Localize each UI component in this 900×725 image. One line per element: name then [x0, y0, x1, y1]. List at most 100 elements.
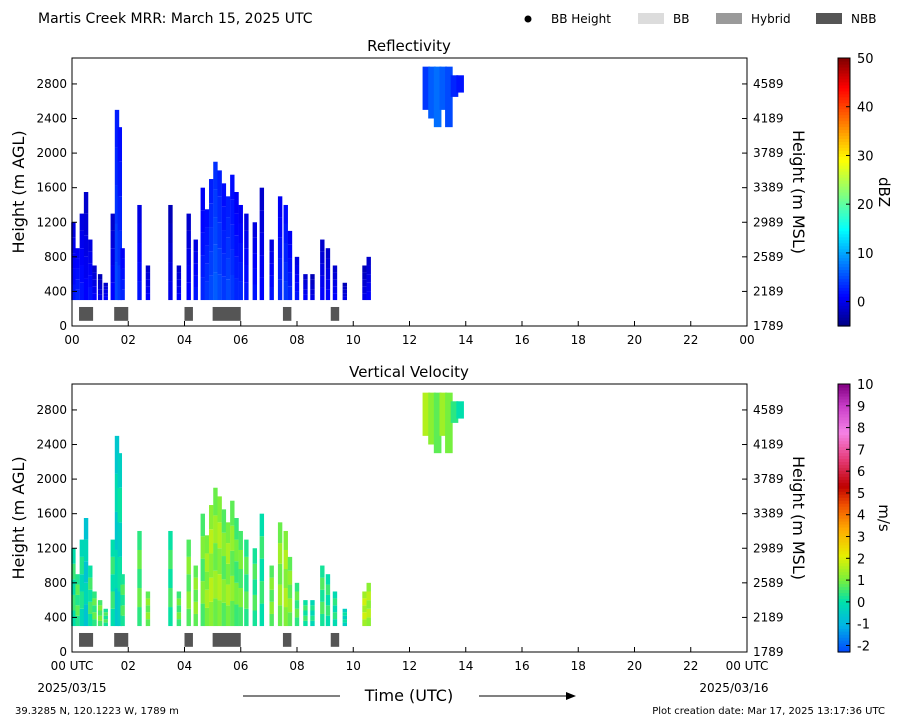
reflectivity-echo-column — [114, 147, 120, 186]
vertical-velocity-echo-column — [287, 556, 293, 571]
vertical-velocity-echo-column — [234, 518, 239, 540]
reflectivity-echo-column — [137, 204, 142, 224]
reflectivity-echo-column — [252, 253, 258, 269]
vertical-velocity-colorbar-tick-label: 7 — [857, 443, 865, 458]
vertical-velocity-colorbar-segment — [838, 556, 850, 561]
station-location: 39.3285 N, 120.1223 W, 1789 m — [15, 706, 179, 717]
vertical-velocity-colorbar-segment — [838, 512, 850, 516]
vertical-velocity-echo-column — [110, 591, 115, 609]
vertical-velocity-echo-column — [75, 594, 80, 606]
vertical-velocity-xtick-label: 16 — [514, 659, 529, 673]
reflectivity-echo-column — [204, 209, 210, 228]
vertical-velocity-echo-aloft — [422, 392, 431, 436]
vertical-velocity-colorbar-segment — [838, 503, 850, 507]
vertical-velocity-colorbar-segment — [838, 395, 850, 400]
legend-swatch-nbb — [816, 13, 842, 24]
reflectivity-echo-column — [310, 279, 315, 285]
reflectivity-echo-column — [83, 278, 89, 301]
vertical-velocity-echo-column — [92, 598, 97, 606]
vertical-velocity-echo-column — [225, 543, 231, 564]
reflectivity-echo-column — [342, 289, 348, 294]
vertical-velocity-ytick-label: 400 — [44, 610, 67, 624]
reflectivity-echo-column — [287, 258, 293, 273]
vertical-velocity-colorbar-tick-label: 6 — [857, 465, 865, 480]
vertical-velocity-echo-column — [325, 574, 331, 585]
reflectivity-colorbar-segment — [838, 236, 850, 241]
vertical-velocity-echo-column — [213, 598, 218, 627]
vertical-velocity-colorbar-segment — [838, 449, 850, 454]
reflectivity-colorbar-segment — [838, 266, 850, 271]
vertical-velocity-echo-column — [176, 598, 182, 606]
reflectivity-echo-column — [209, 179, 214, 204]
reflectivity-echo-column — [217, 274, 222, 301]
vertical-velocity-echo-column — [79, 556, 85, 575]
vertical-velocity-colorbar-segment — [838, 547, 850, 552]
reflectivity-ytick-label: 1200 — [36, 215, 67, 229]
reflectivity-echo-column — [303, 279, 308, 285]
vertical-velocity-echo-column — [83, 539, 89, 562]
reflectivity-colorbar-segment — [838, 150, 850, 154]
vertical-velocity-echo-column — [238, 530, 243, 550]
reflectivity-echo-column — [238, 204, 243, 224]
reflectivity-echo-column — [303, 294, 308, 301]
reflectivity-echo-column — [213, 161, 218, 190]
reflectivity-echo-column — [362, 293, 367, 301]
vertical-velocity-echo-column — [230, 600, 235, 627]
reflectivity-echo-column — [71, 237, 76, 254]
vertical-velocity-colorbar-segment — [838, 526, 850, 531]
reflectivity-echo-column — [97, 289, 103, 295]
vertical-velocity-colorbar-segment — [838, 631, 850, 635]
vertical-velocity-echo-column — [303, 620, 308, 627]
reflectivity-colorbar-segment — [838, 75, 850, 80]
vertical-velocity-echo-column — [204, 571, 210, 590]
vertical-velocity-echo-column — [310, 600, 315, 606]
vertical-velocity-echo-column — [362, 591, 367, 599]
reflectivity-echo-column — [325, 248, 331, 259]
vertical-velocity-echo-column — [120, 615, 125, 627]
reflectivity-echo-column — [225, 217, 231, 238]
reflectivity-echo-column — [110, 282, 115, 301]
reflectivity-echo-column — [244, 282, 249, 301]
vertical-velocity-echo-column — [283, 569, 288, 589]
vertical-velocity-echo-column — [88, 577, 93, 590]
reflectivity-colorbar-segment — [838, 105, 850, 110]
reflectivity-echo-column — [92, 279, 97, 287]
reflectivity-colorbar-segment — [838, 144, 850, 148]
vertical-velocity-echo-column — [117, 556, 123, 592]
reflectivity-colorbar-segment — [838, 162, 850, 166]
reflectivity-ytick-right-label: 4589 — [753, 77, 784, 91]
vertical-velocity-colorbar-segment — [838, 598, 850, 602]
reflectivity-colorbar-segment — [838, 69, 850, 74]
reflectivity-colorbar-segment — [838, 215, 850, 220]
vertical-velocity-echo-column — [325, 584, 331, 595]
vertical-velocity-echo-column — [117, 591, 123, 627]
reflectivity-echo-column — [186, 265, 191, 283]
reflectivity-colorbar-segment — [838, 165, 850, 169]
reflectivity-echo-column — [244, 248, 249, 266]
figure-title: Martis Creek MRR: March 15, 2025 UTC — [38, 11, 313, 27]
vertical-velocity-echo-column — [230, 525, 235, 551]
vertical-velocity-echo-column — [362, 605, 367, 613]
vertical-velocity-colorbar-tick-label: 8 — [857, 422, 865, 437]
vertical-velocity-echo-column — [186, 608, 191, 627]
reflectivity-colorbar-segment — [838, 305, 850, 309]
reflectivity-echo-column — [217, 196, 222, 223]
vertical-velocity-colorbar-segment — [838, 628, 850, 632]
reflectivity-echo-column — [200, 210, 205, 233]
reflectivity-echo-aloft — [456, 75, 464, 93]
vertical-velocity-echo-column — [234, 561, 239, 583]
reflectivity-echo-column — [213, 217, 218, 245]
reflectivity-echo-column — [269, 287, 274, 301]
vertical-velocity-xtick-label: 18 — [571, 659, 586, 673]
vertical-velocity-echo-column — [200, 558, 205, 582]
reflectivity-echo-column — [225, 196, 231, 218]
vertical-velocity-echo-column — [79, 591, 85, 609]
vertical-velocity-colorbar-segment — [838, 595, 850, 599]
vertical-velocity-echo-column — [97, 610, 103, 616]
reflectivity-colorbar-segment — [838, 206, 850, 211]
reflectivity-ytick-label: 1600 — [36, 181, 67, 195]
reflectivity-colorbar-segment — [838, 192, 850, 196]
vertical-velocity-colorbar-segment — [838, 607, 850, 611]
reflectivity-colorbar-segment — [838, 96, 850, 101]
